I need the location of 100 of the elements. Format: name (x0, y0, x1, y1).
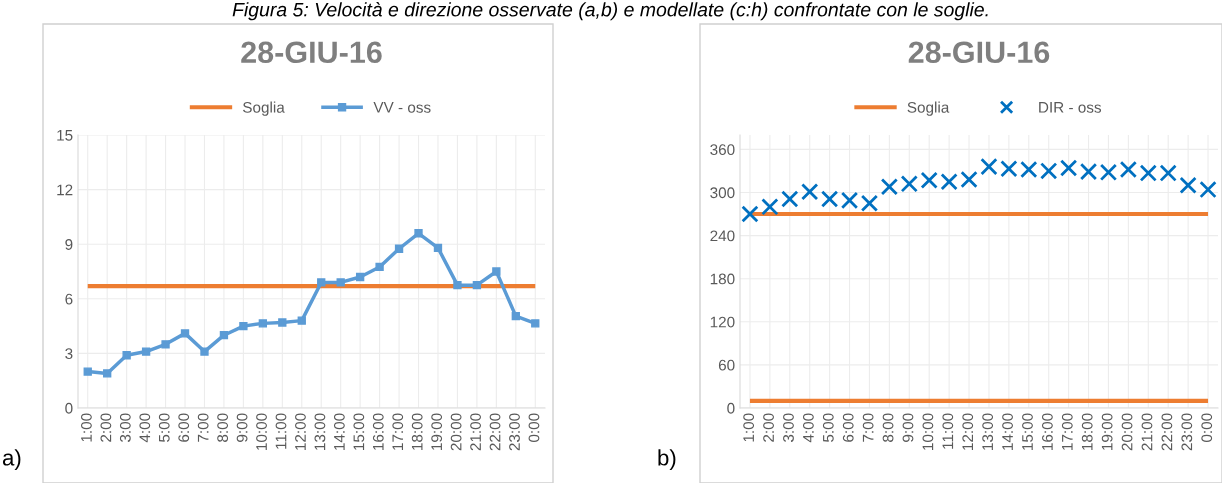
x-tick-label: 21:00 (1141, 413, 1153, 451)
y-tick-label: 240 (710, 230, 735, 242)
point (1179, 176, 1197, 194)
y-tick-label: 15 (57, 130, 73, 141)
point (103, 369, 112, 378)
point (940, 173, 958, 191)
y-tick-label: 6 (65, 293, 73, 305)
text: a) (2, 449, 21, 470)
y-tick-label: 12 (57, 184, 73, 196)
y-tick-label: 0 (727, 402, 735, 414)
x-tick-label: 20:00 (1121, 413, 1133, 451)
point (453, 280, 462, 290)
point (741, 205, 759, 223)
point (1059, 159, 1078, 177)
point (141, 347, 151, 356)
point (801, 183, 819, 201)
legend-label: Soglia (907, 101, 950, 116)
point (161, 340, 170, 349)
point (860, 194, 879, 212)
x-tick-label: 19:00 (431, 413, 443, 450)
point (1159, 164, 1177, 182)
x-tick-label: 5:00 (158, 413, 170, 442)
x-tick-label: 19:00 (1101, 413, 1113, 450)
y-tick-label: 180 (710, 273, 735, 285)
x-tick-label: 14:00 (1002, 413, 1013, 450)
point (83, 367, 92, 376)
point (511, 311, 520, 321)
point (414, 229, 423, 238)
point (761, 198, 779, 216)
point (1139, 164, 1157, 182)
point (820, 190, 839, 208)
x-tick-label: 7:00 (197, 413, 209, 442)
point (180, 329, 190, 338)
x-tick-label: 1:00 (743, 413, 755, 442)
text: b) (658, 449, 676, 470)
chart-title: 28-GIU-16 (908, 41, 1050, 64)
y-tick-label: 9 (65, 239, 73, 250)
point (355, 272, 365, 282)
point (394, 244, 404, 253)
x-tick-label: 8:00 (217, 413, 229, 442)
chart-title: 28-GIU-16 (241, 41, 382, 64)
point (880, 178, 899, 196)
y-tick-label: 0 (65, 402, 73, 414)
point (1099, 163, 1118, 182)
x-tick-label: 15:00 (353, 413, 365, 450)
y-tick-label: 360 (710, 144, 735, 156)
x-tick-label: 10:00 (256, 413, 267, 450)
x-tick-label: 7:00 (862, 413, 874, 442)
x-tick-label: 2:00 (100, 413, 112, 442)
x-tick-label: 21:00 (470, 413, 481, 451)
point (980, 157, 998, 176)
y-tick-label: 120 (710, 316, 735, 328)
point (492, 267, 501, 276)
point (1040, 162, 1058, 180)
x-tick-label: 17:00 (392, 413, 404, 450)
point (200, 347, 209, 356)
x-tick-label: 0:00 (528, 413, 540, 442)
point (1020, 160, 1038, 179)
x-tick-label: 14:00 (333, 413, 345, 450)
x-tick-label: 11:00 (942, 413, 954, 449)
x-tick-label: 11:00 (275, 413, 287, 449)
x-tick-label: 3:00 (119, 413, 131, 443)
x-tick-label: 9:00 (236, 413, 248, 442)
x-tick-label: 9:00 (902, 413, 914, 442)
point (317, 278, 326, 287)
x-tick-label: 16:00 (372, 413, 384, 450)
point (1000, 160, 1018, 178)
x-tick-label: 10:00 (922, 413, 934, 450)
x-tick-label: 3:00 (783, 413, 794, 443)
legend-label: Soglia (243, 101, 285, 116)
point (840, 191, 859, 210)
x-tick-label: 17:00 (1061, 413, 1073, 450)
point (781, 190, 799, 208)
x-tick-label: 22:00 (489, 413, 501, 451)
x-tick-label: 6:00 (842, 413, 854, 442)
point (920, 171, 938, 189)
point (239, 321, 248, 331)
x-tick-label: 12:00 (962, 413, 974, 450)
y-tick-label: 3 (65, 348, 73, 360)
x-tick-label: 8:00 (882, 413, 894, 442)
x-tick-label: 4:00 (139, 413, 151, 443)
point (960, 170, 978, 189)
x-tick-label: 22:00 (1161, 413, 1173, 451)
x-tick-label: 12:00 (295, 413, 306, 450)
x-tick-label: 15:00 (1022, 413, 1033, 450)
x-tick-label: 1:00 (81, 413, 92, 442)
x-tick-label: 2:00 (763, 413, 774, 442)
x-tick-label: 5:00 (822, 413, 834, 442)
point (472, 280, 482, 290)
point (122, 351, 131, 360)
point (1199, 180, 1217, 199)
point (336, 278, 345, 287)
point (1079, 162, 1098, 181)
x-tick-label: 23:00 (509, 413, 520, 451)
point (297, 316, 306, 325)
x-tick-label: 0:00 (1201, 413, 1213, 442)
text: Figura 5: Velocità e direzione osservate (a,b) e modellate (c:h) confrontate con le soglie. (232, 2, 988, 21)
x-tick-label: 18:00 (1081, 413, 1093, 450)
point (433, 243, 443, 253)
x-tick-label: 13:00 (314, 413, 326, 450)
